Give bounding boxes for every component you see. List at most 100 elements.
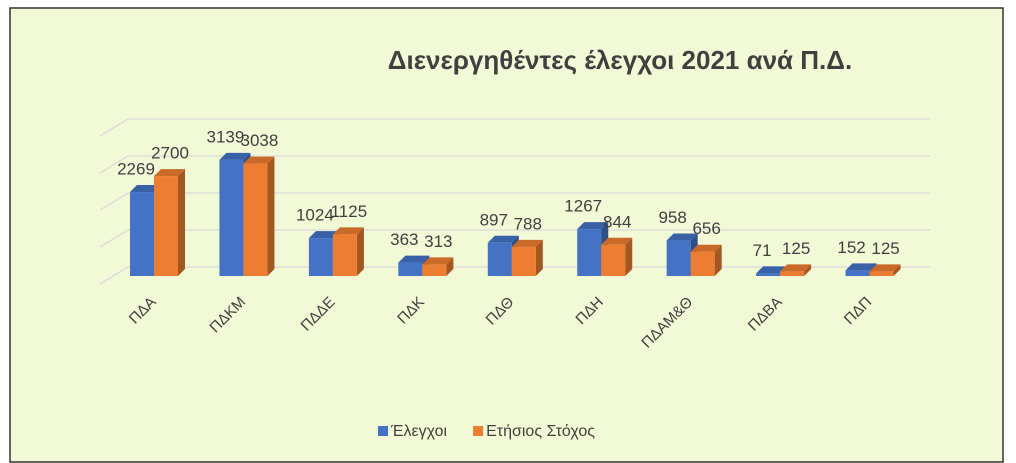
bar-front xyxy=(219,159,244,276)
bar-side-shade xyxy=(714,244,722,276)
bar-top xyxy=(332,227,364,235)
bar-front xyxy=(154,176,178,276)
bar-front xyxy=(130,192,154,276)
bar-top-shade xyxy=(487,235,519,243)
bar-side xyxy=(446,257,454,276)
bar-side-shade xyxy=(446,257,454,276)
bar-front xyxy=(869,271,894,276)
bar xyxy=(601,237,633,276)
data-label: 2700 xyxy=(151,144,189,163)
bar-side-shade xyxy=(535,239,543,276)
bar-side xyxy=(356,227,364,276)
bar xyxy=(154,169,185,276)
bar xyxy=(780,264,812,276)
data-label: 844 xyxy=(603,212,631,231)
data-label: 313 xyxy=(424,232,452,251)
bar-top xyxy=(130,185,161,193)
bar-side-shade xyxy=(625,237,633,276)
bar-side xyxy=(804,264,812,276)
grid-line xyxy=(99,155,930,174)
bar-top xyxy=(869,264,901,272)
bar-top xyxy=(308,231,340,239)
bar-side-shade xyxy=(356,227,364,276)
bar-top xyxy=(154,169,185,177)
bar-top xyxy=(690,244,722,252)
legend-label: Έλεγχοι xyxy=(390,423,448,440)
data-label: 656 xyxy=(692,219,720,238)
bar-top-shade xyxy=(845,263,877,271)
bar xyxy=(332,227,364,276)
bar-top-shade xyxy=(756,266,788,274)
data-label: 363 xyxy=(390,230,418,249)
data-label: 3038 xyxy=(241,131,279,150)
bar xyxy=(511,239,543,276)
bar-side xyxy=(714,244,722,276)
bar-top-shade xyxy=(332,227,364,235)
bar xyxy=(690,244,722,276)
bar-front xyxy=(780,271,805,276)
bar-top-shade xyxy=(577,222,609,230)
bar-top xyxy=(780,264,812,272)
bar-side xyxy=(178,169,185,276)
data-label: 897 xyxy=(480,210,508,229)
data-label: 2269 xyxy=(117,160,155,179)
grid-line xyxy=(99,229,930,248)
bar-side xyxy=(625,237,633,276)
bar xyxy=(422,257,454,276)
bar-side-shade xyxy=(178,169,185,276)
bar xyxy=(243,156,275,276)
data-label: 958 xyxy=(658,208,686,227)
bar-top xyxy=(243,156,275,164)
bar-side xyxy=(267,156,275,276)
bar-front xyxy=(845,270,870,276)
bar-side-shade xyxy=(893,264,901,276)
bar-top-shade xyxy=(130,185,161,193)
bar-front xyxy=(308,238,333,276)
bar-front xyxy=(243,163,268,276)
bar-top xyxy=(845,263,877,271)
chart-title: Διενεργηθέντες έλεγχοι 2021 ανά Π.Δ. xyxy=(388,45,852,75)
bar-top-shade xyxy=(601,237,633,245)
data-label: 125 xyxy=(871,239,899,258)
bar-top xyxy=(756,266,788,274)
bar-top-shade xyxy=(243,156,275,164)
data-label: 1024 xyxy=(296,206,334,225)
bar-side-shade xyxy=(804,264,812,276)
legend-label: Ετήσιος Στόχος xyxy=(486,423,595,440)
grid-line xyxy=(99,192,930,211)
bar-top-shade xyxy=(422,257,454,265)
bar-front xyxy=(511,246,536,276)
data-label: 71 xyxy=(753,241,772,260)
bar xyxy=(869,264,901,276)
data-label: 152 xyxy=(837,238,865,257)
bar-front xyxy=(601,244,626,276)
legend-swatch xyxy=(473,426,484,436)
data-label: 1267 xyxy=(564,197,602,216)
bar-top-shade xyxy=(869,264,901,272)
bar-front xyxy=(422,264,447,276)
bar-top xyxy=(422,257,454,265)
bar-top xyxy=(398,255,430,263)
bar-front xyxy=(332,234,357,276)
data-label: 788 xyxy=(514,214,542,233)
bar-top-shade xyxy=(154,169,185,177)
bar-front xyxy=(666,240,691,276)
bar-top xyxy=(601,237,633,245)
bar-front xyxy=(398,262,423,276)
data-label: 3139 xyxy=(207,127,245,146)
grid-line xyxy=(99,118,930,137)
bar-top xyxy=(487,235,519,243)
bar-top xyxy=(577,222,609,230)
bar-top-shade xyxy=(219,152,251,160)
bar-top-shade xyxy=(690,244,722,252)
bar-top xyxy=(219,152,251,160)
bar-side xyxy=(893,264,901,276)
data-label: 125 xyxy=(782,239,810,258)
legend-swatch xyxy=(378,426,388,436)
bar-top xyxy=(511,239,543,247)
bar-top-shade xyxy=(308,231,340,239)
bar-front xyxy=(487,242,512,276)
bar-side-shade xyxy=(267,156,275,276)
bar-top-shade xyxy=(511,239,543,247)
